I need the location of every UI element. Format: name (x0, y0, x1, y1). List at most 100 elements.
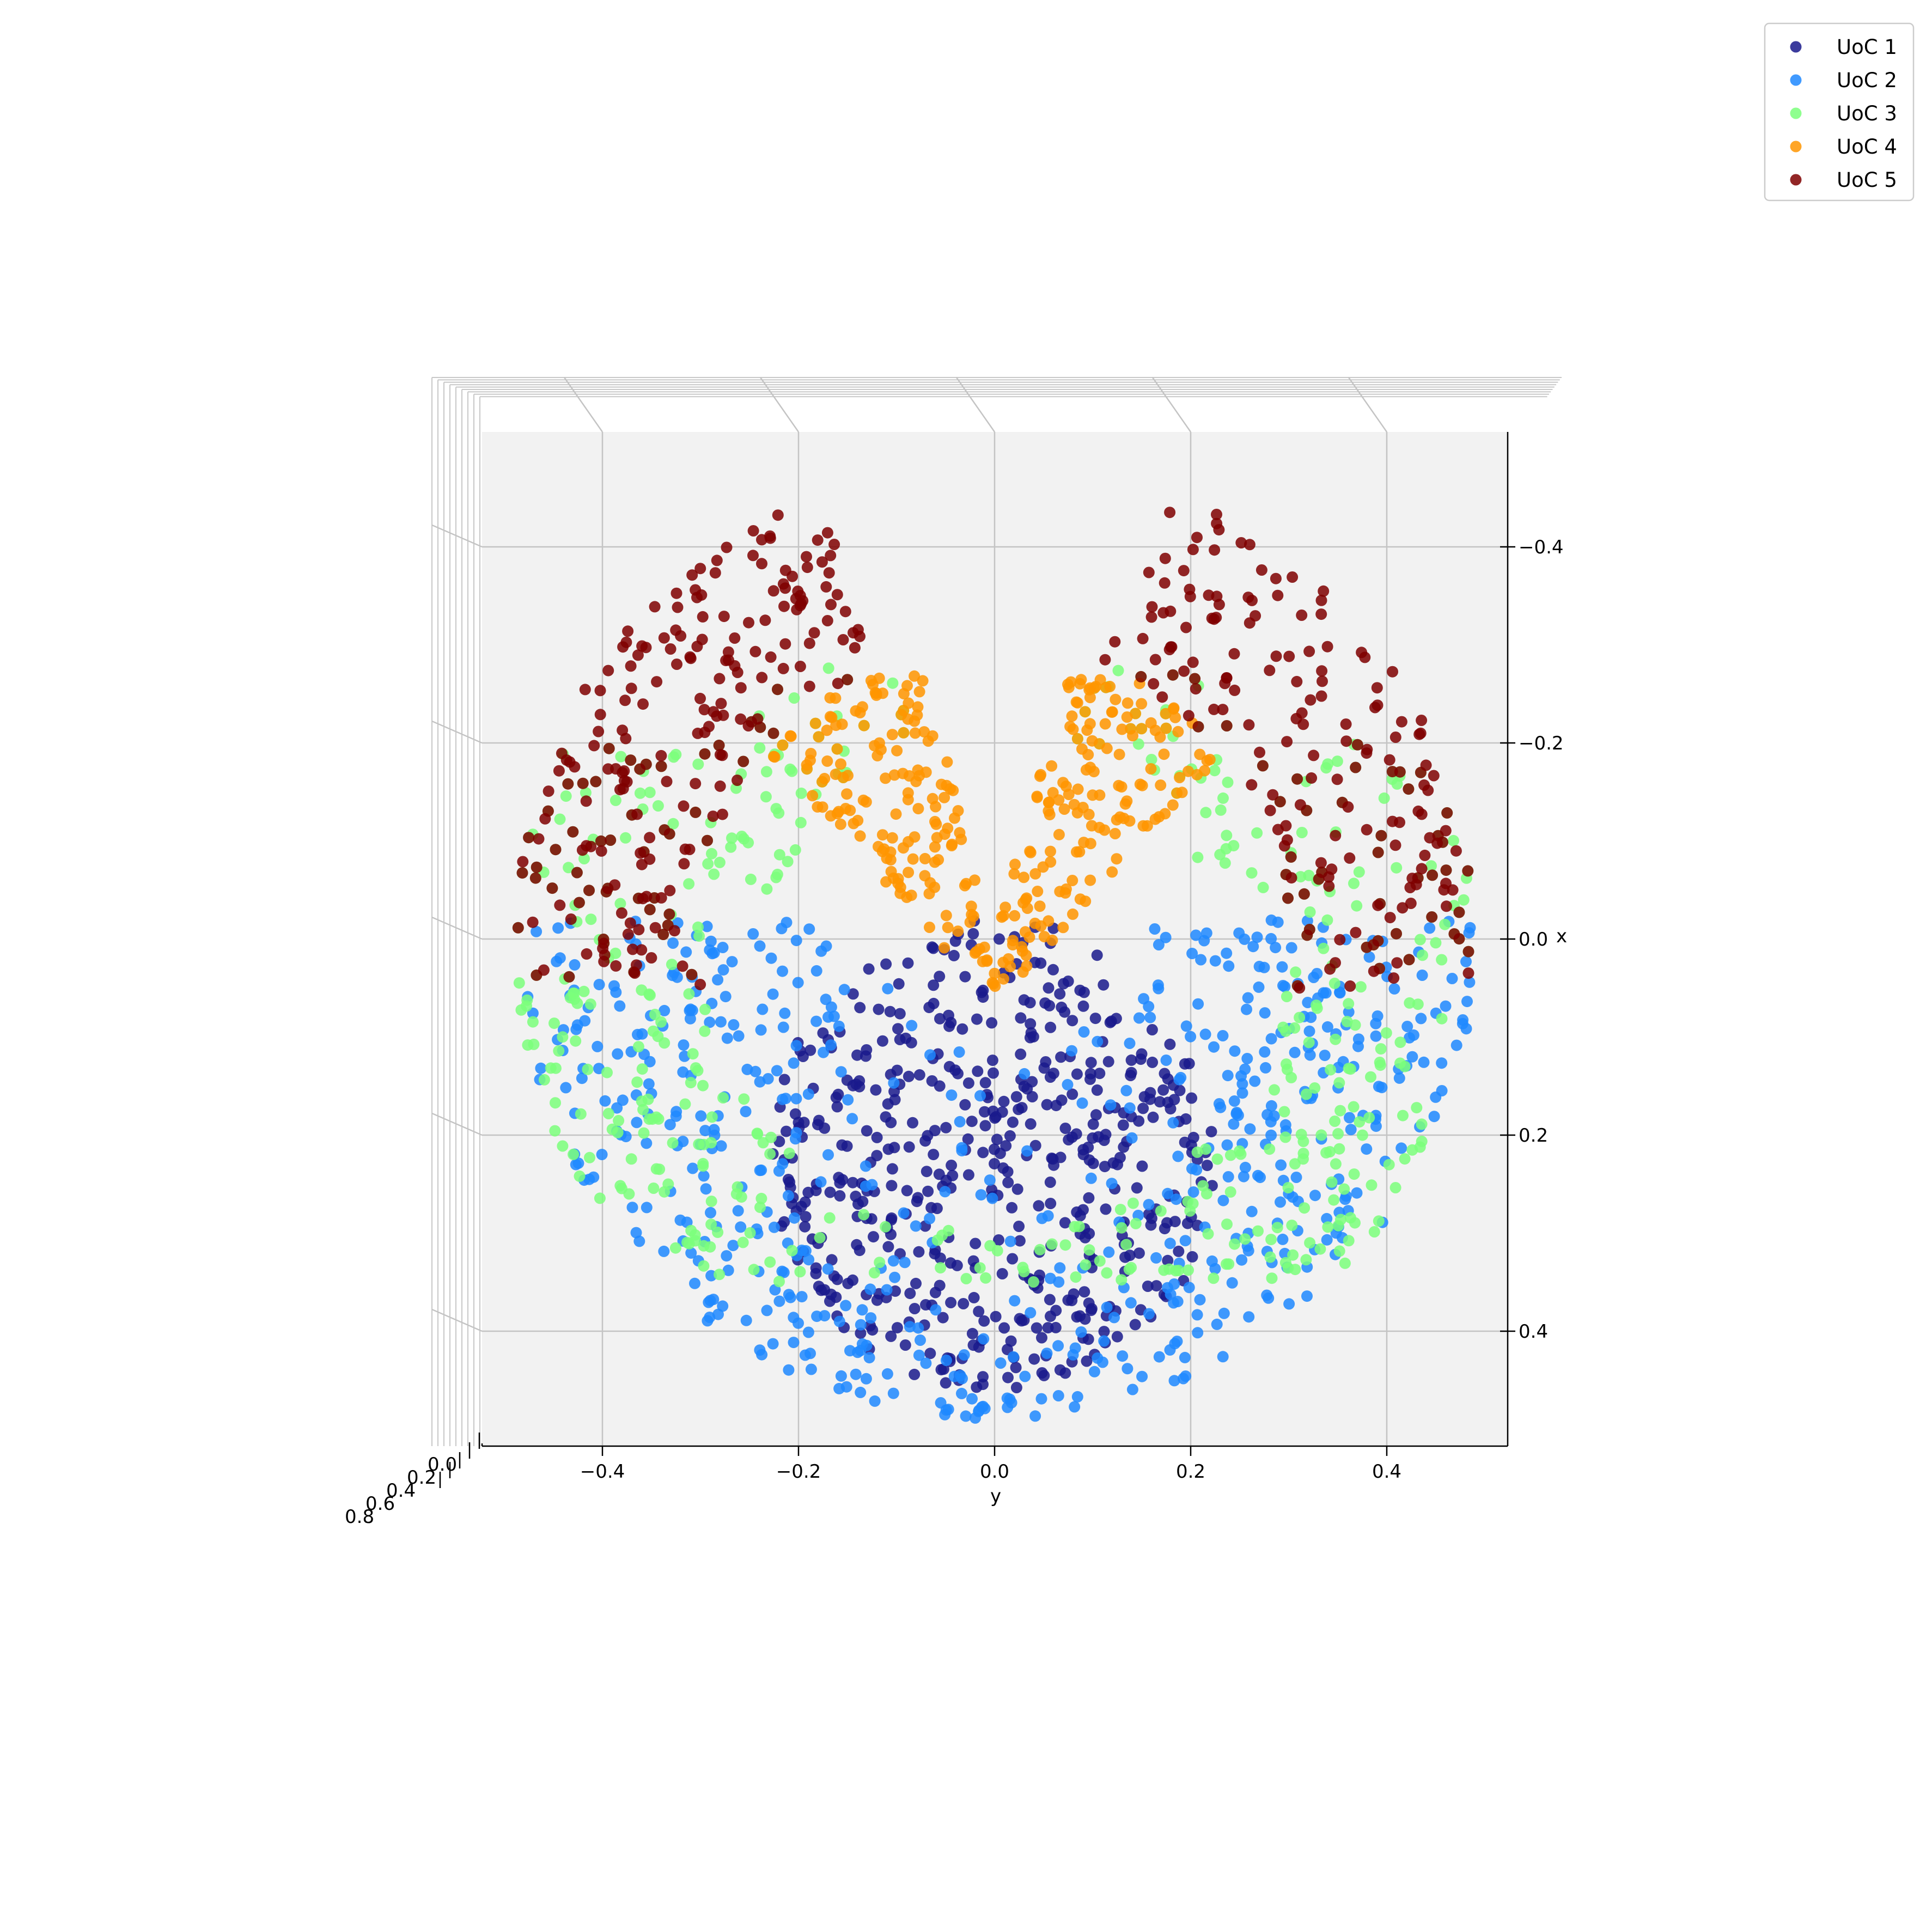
scatter-point (956, 1373, 968, 1385)
scatter-point (677, 1136, 689, 1148)
scatter-point (1122, 697, 1133, 709)
scatter-point (847, 1177, 859, 1188)
scatter-point (870, 689, 882, 701)
scatter-point (956, 1142, 968, 1154)
scatter-point (790, 1040, 802, 1052)
scatter-point (828, 539, 840, 550)
legend-marker (1790, 141, 1802, 153)
scatter-point (802, 1326, 814, 1338)
scatter-point (1348, 1101, 1360, 1113)
scatter-point (1184, 583, 1196, 595)
y-tick-label: 0.2 (1519, 1125, 1548, 1147)
scatter-point (669, 1242, 681, 1254)
scatter-point (1167, 669, 1179, 681)
scatter-point (580, 795, 592, 807)
scatter-point (1114, 1204, 1126, 1216)
scatter-point (692, 727, 704, 739)
scatter-point (667, 1137, 679, 1149)
scatter-point (1361, 1143, 1373, 1155)
scatter-point (771, 1065, 783, 1077)
scatter-point (832, 1088, 844, 1100)
scatter-point (860, 1373, 872, 1385)
scatter-point (996, 1268, 1008, 1279)
scatter-point (754, 1202, 766, 1214)
scatter-point (1391, 778, 1403, 790)
scatter-point (1102, 1056, 1114, 1068)
scatter-point (1356, 1129, 1368, 1141)
scatter-point (1339, 1257, 1351, 1269)
scatter-point (1441, 807, 1453, 819)
scatter-point (800, 1211, 812, 1223)
scatter-point (1169, 711, 1181, 723)
scatter-point (585, 913, 597, 925)
scatter-point (735, 682, 747, 694)
scatter-point (629, 967, 641, 979)
scatter-point (1045, 856, 1057, 868)
scatter-point (1034, 1244, 1046, 1255)
scatter-point (930, 801, 942, 813)
scatter-point (1361, 824, 1373, 836)
legend-marker (1790, 174, 1802, 186)
scatter-point (1412, 805, 1424, 817)
scatter-point (1035, 1393, 1047, 1405)
scatter-point (773, 1165, 785, 1177)
scatter-point (654, 1163, 666, 1175)
scatter-point (803, 680, 815, 692)
scatter-point (717, 964, 729, 976)
x-axis-label: y (990, 1485, 1001, 1507)
scatter-point (767, 585, 779, 597)
scatter-point (795, 1200, 807, 1212)
legend-marker (1790, 41, 1802, 53)
scatter-point (1291, 773, 1303, 785)
scatter-point (978, 1333, 990, 1345)
scatter-point (612, 1048, 624, 1060)
scatter-point (687, 1162, 699, 1174)
scatter-point (696, 633, 708, 645)
scatter-point (903, 836, 914, 848)
scatter-point (695, 1110, 707, 1122)
scatter-point (617, 767, 629, 779)
scatter-point (1416, 970, 1428, 981)
scatter-point (672, 601, 684, 613)
scatter-point (949, 935, 961, 947)
scatter-point (783, 1147, 795, 1159)
scatter-point (866, 1179, 878, 1191)
scatter-point (694, 563, 706, 575)
scatter-point (1372, 1010, 1384, 1022)
scatter-point (1160, 1055, 1172, 1066)
scatter-point (1261, 1109, 1273, 1121)
scatter-point (1104, 1016, 1116, 1028)
scatter-point (754, 1344, 766, 1356)
scatter-point (1180, 1020, 1192, 1032)
scatter-point (779, 1007, 791, 1019)
scatter-point (690, 1062, 702, 1074)
series-4 (768, 670, 1216, 992)
scatter-point (937, 1312, 949, 1324)
scatter-point (648, 1183, 660, 1194)
scatter-point (1179, 1058, 1191, 1070)
scatter-point (1144, 1093, 1156, 1105)
scatter-point (655, 892, 667, 904)
scatter-point (967, 910, 979, 922)
scatter-point (1244, 539, 1256, 551)
scatter-point (1427, 869, 1439, 881)
scatter-point (698, 1260, 710, 1272)
scatter-point (1083, 1297, 1095, 1309)
scatter-point (944, 783, 956, 795)
scatter-point (782, 1190, 794, 1202)
scatter-point (888, 769, 900, 781)
scatter-point (818, 1046, 830, 1058)
scatter-point (1190, 929, 1202, 941)
scatter-point (666, 959, 678, 971)
scatter-point (633, 924, 645, 936)
scatter-point (1052, 1390, 1064, 1401)
scatter-point (895, 709, 907, 721)
scatter-point (1214, 849, 1226, 861)
scatter-point (633, 1235, 645, 1247)
scatter-point (875, 743, 887, 755)
scatter-point (912, 1192, 924, 1204)
scatter-point (1106, 1178, 1118, 1190)
scatter-point (1112, 1159, 1124, 1171)
scatter-point (954, 1116, 966, 1127)
scatter-point (835, 758, 846, 770)
